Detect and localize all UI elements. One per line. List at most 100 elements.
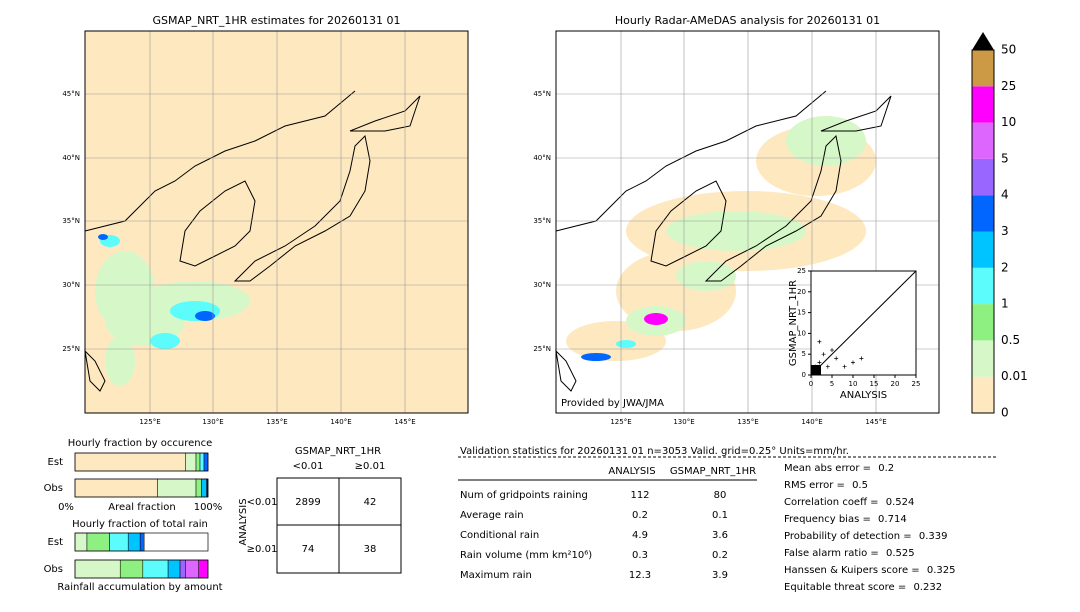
- colorbar-label: 5: [1001, 151, 1009, 165]
- lon-label: 125°E: [610, 418, 631, 426]
- row-axis: ANALYSIS: [238, 498, 249, 545]
- colorbar-label: 3: [1001, 224, 1009, 238]
- score-value: 0.2: [878, 463, 894, 474]
- scatter-point: [821, 352, 826, 357]
- lon-label: 130°E: [202, 418, 223, 426]
- x-tick-label: 25: [912, 380, 921, 388]
- row-label: Conditional rain: [460, 530, 539, 541]
- score: False alarm ratio = 0.525: [784, 548, 915, 559]
- fraction-segment: [119, 559, 144, 579]
- colorbar-segment: [972, 267, 994, 305]
- axis-label: Areal fraction: [108, 502, 175, 513]
- lon-label: 135°E: [737, 418, 758, 426]
- fraction-segment: [74, 559, 121, 579]
- fraction-segment: [74, 478, 158, 498]
- score: Frequency bias = 0.714: [784, 514, 907, 525]
- x-tick-label: 15: [870, 380, 879, 388]
- lat-label: 30°N: [62, 281, 80, 289]
- colorbar-label: 0.01: [1001, 369, 1028, 383]
- y-tick-label: 20: [797, 288, 806, 296]
- credit: Provided by JWA/JMA: [561, 398, 664, 409]
- table-cell: 112: [630, 490, 649, 501]
- chart-title: Hourly fraction of total rain: [72, 519, 208, 530]
- table-title: GSMAP_NRT_1HR: [295, 446, 381, 457]
- score: Equitable threat score = 0.232: [784, 582, 942, 593]
- map-frame: [84, 30, 469, 414]
- row-label: Obs: [44, 564, 63, 575]
- column-header: ≥0.01: [355, 461, 386, 472]
- score-value: 0.339: [919, 531, 948, 542]
- rain-area: [676, 261, 736, 291]
- fraction-segment: [195, 478, 202, 498]
- rain-area: [150, 333, 180, 349]
- colorbar-segment: [972, 122, 994, 159]
- lon-label: 140°E: [330, 418, 351, 426]
- bar-frame: [74, 478, 209, 498]
- score-label: Probability of detection =: [784, 531, 915, 542]
- score-value: 0.5: [852, 480, 868, 491]
- score: Hanssen & Kuipers score = 0.325: [784, 565, 955, 576]
- score-label: RMS error =: [784, 480, 848, 491]
- score-value: 0.714: [878, 514, 907, 525]
- rain-area: [644, 313, 668, 325]
- fraction-segment: [74, 532, 88, 552]
- lat-label: 25°N: [62, 345, 80, 353]
- score-label: Correlation coeff =: [784, 497, 882, 508]
- map-frame: [555, 30, 940, 414]
- fraction-segment: [157, 478, 197, 498]
- fraction-segment: [199, 452, 205, 472]
- lat-label: 40°N: [533, 154, 551, 162]
- bar-frame: [74, 532, 209, 552]
- score: RMS error = 0.5: [784, 480, 868, 491]
- scatter-point: [851, 360, 855, 365]
- colorbar-segment: [972, 231, 994, 268]
- y-tick-label: 10: [797, 329, 806, 337]
- column-header: GSMAP_NRT_1HR: [670, 466, 756, 477]
- lat-label: 45°N: [533, 90, 551, 98]
- lon-label: 140°E: [801, 418, 822, 426]
- fraction-segment: [195, 452, 201, 472]
- rain-area: [581, 353, 611, 361]
- rain-area: [105, 336, 135, 386]
- table-cell: 3.6: [712, 530, 728, 541]
- x-axis-label: ANALYSIS: [840, 390, 887, 401]
- lon-label: 145°E: [865, 418, 886, 426]
- scatter-point: [825, 364, 830, 369]
- fraction-segment: [142, 559, 169, 579]
- row-label: Num of gridpoints raining: [460, 490, 588, 501]
- fraction-segment: [109, 532, 129, 552]
- table-cell: 0.2: [632, 510, 648, 521]
- row-label: Maximum rain: [460, 570, 532, 581]
- rain-area: [616, 340, 636, 348]
- score-label: Hanssen & Kuipers score =: [784, 565, 923, 576]
- axis-label: 0%: [58, 502, 74, 513]
- y-tick-label: 5: [802, 350, 806, 358]
- lat-label: 35°N: [533, 217, 551, 225]
- y-axis-label: GSMAP_NRT_1HR: [788, 280, 799, 366]
- rain-area: [786, 116, 866, 166]
- score-value: 0.524: [886, 497, 915, 508]
- lon-label: 135°E: [266, 418, 287, 426]
- colorbar-segment: [972, 195, 994, 232]
- x-tick-label: 20: [891, 380, 900, 388]
- x-tick-label: 0: [809, 380, 813, 388]
- lon-label: 130°E: [673, 418, 694, 426]
- x-tick-label: 5: [830, 380, 834, 388]
- table-cell: 0.1: [712, 510, 728, 521]
- map-background: [85, 31, 468, 413]
- score-value: 0.325: [927, 565, 956, 576]
- lon-label: 125°E: [139, 418, 160, 426]
- lat-label: 35°N: [62, 217, 80, 225]
- fraction-segment: [185, 452, 197, 472]
- row-header: <0.01: [247, 497, 278, 508]
- scatter-point: [830, 348, 834, 353]
- colorbar-segment: [972, 50, 994, 87]
- colorbar-label: 50: [1001, 43, 1016, 57]
- score-label: Mean abs error =: [784, 463, 874, 474]
- row-label: Rain volume (mm km²10⁶): [460, 550, 592, 561]
- colorbar-label: 2: [1001, 260, 1009, 274]
- scatter-point: [834, 356, 839, 361]
- lon-label: 145°E: [394, 418, 415, 426]
